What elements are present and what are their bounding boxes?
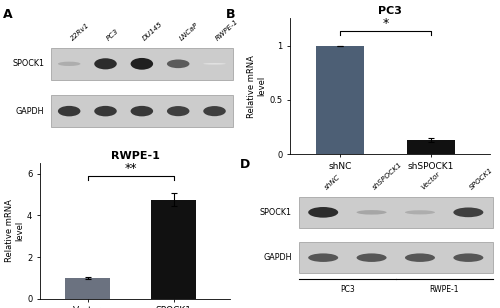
Ellipse shape bbox=[308, 207, 338, 218]
Text: *: * bbox=[382, 18, 388, 30]
Text: 22Rv1: 22Rv1 bbox=[69, 22, 90, 42]
Text: DU145: DU145 bbox=[142, 21, 165, 42]
Title: RWPE-1: RWPE-1 bbox=[110, 151, 160, 161]
Text: A: A bbox=[2, 8, 12, 21]
Text: B: B bbox=[226, 8, 235, 21]
Ellipse shape bbox=[94, 58, 117, 69]
Bar bbox=[299, 197, 492, 228]
Text: PC3: PC3 bbox=[106, 28, 120, 42]
Ellipse shape bbox=[204, 63, 226, 65]
Ellipse shape bbox=[356, 253, 386, 262]
Text: shNC: shNC bbox=[323, 174, 341, 191]
Text: RWPE-1: RWPE-1 bbox=[214, 18, 240, 42]
Bar bbox=[316, 46, 364, 154]
Ellipse shape bbox=[167, 59, 190, 68]
Text: SPOCK1: SPOCK1 bbox=[260, 208, 292, 217]
Bar bbox=[51, 47, 233, 80]
Bar bbox=[299, 242, 492, 273]
Text: LNCaP: LNCaP bbox=[178, 22, 200, 42]
Ellipse shape bbox=[356, 210, 386, 215]
Ellipse shape bbox=[58, 106, 80, 116]
Ellipse shape bbox=[405, 210, 435, 214]
Ellipse shape bbox=[130, 58, 153, 70]
Text: D: D bbox=[240, 159, 250, 172]
Text: SPOCK1: SPOCK1 bbox=[12, 59, 44, 68]
Ellipse shape bbox=[405, 253, 435, 262]
Ellipse shape bbox=[94, 106, 117, 116]
Ellipse shape bbox=[454, 208, 484, 217]
Title: PC3: PC3 bbox=[378, 6, 402, 16]
Text: GAPDH: GAPDH bbox=[16, 107, 44, 116]
Text: GAPDH: GAPDH bbox=[263, 253, 292, 262]
Ellipse shape bbox=[58, 62, 80, 66]
Text: Vector: Vector bbox=[420, 171, 442, 191]
Y-axis label: Relative mRNA
level: Relative mRNA level bbox=[247, 55, 266, 118]
Ellipse shape bbox=[167, 106, 190, 116]
Ellipse shape bbox=[308, 253, 338, 262]
Bar bbox=[408, 140, 455, 154]
Bar bbox=[65, 278, 110, 299]
Ellipse shape bbox=[130, 106, 153, 116]
Bar bbox=[152, 200, 196, 299]
Bar bbox=[51, 95, 233, 128]
Text: RWPE-1: RWPE-1 bbox=[430, 285, 459, 294]
Text: **: ** bbox=[124, 162, 137, 175]
Text: SPOCK1: SPOCK1 bbox=[468, 167, 494, 191]
Ellipse shape bbox=[204, 106, 226, 116]
Ellipse shape bbox=[454, 253, 484, 262]
Y-axis label: Relative mRNA
level: Relative mRNA level bbox=[5, 200, 24, 262]
Text: PC3: PC3 bbox=[340, 285, 355, 294]
Text: shSPOCK1: shSPOCK1 bbox=[372, 161, 404, 191]
